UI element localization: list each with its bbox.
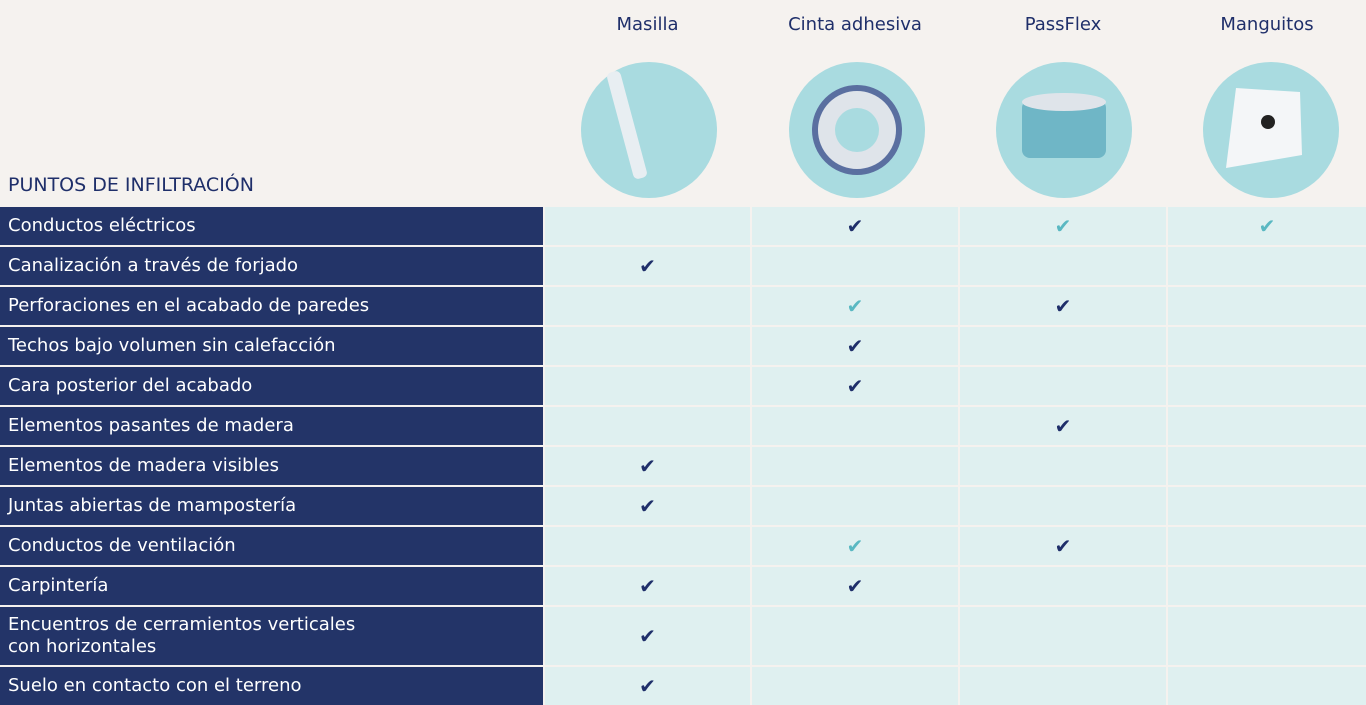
cell: [1168, 327, 1366, 365]
column-header: Cinta adhesiva: [788, 14, 922, 35]
cell: ✔: [545, 247, 750, 285]
cell: ✔: [960, 527, 1166, 565]
check-mark: ✔: [846, 334, 864, 358]
cell: [960, 367, 1166, 405]
check-mark: ✔: [846, 574, 864, 598]
row-label: Encuentros de cerramientos verticales co…: [0, 607, 543, 665]
cell: ✔: [1168, 207, 1366, 245]
cell: ✔: [752, 327, 958, 365]
cell: [545, 207, 750, 245]
column-header: Masilla: [616, 14, 679, 35]
check-mark: ✔: [1054, 534, 1072, 558]
check-mark: ✔: [639, 454, 656, 478]
check-mark: ✔: [1258, 214, 1276, 238]
section-title: PUNTOS DE INFILTRACIÓN: [8, 174, 254, 196]
cell: [960, 567, 1166, 605]
row-label: Canalización a través de forjado: [0, 247, 543, 285]
cell: ✔: [545, 447, 750, 485]
check-mark: ✔: [639, 254, 656, 278]
row-label: Elementos pasantes de madera: [0, 407, 543, 445]
cell: ✔: [960, 287, 1166, 325]
cell: [960, 487, 1166, 525]
cell: ✔: [752, 367, 958, 405]
cell: [960, 667, 1166, 705]
cell: ✔: [752, 287, 958, 325]
cinta-image: [789, 62, 925, 198]
check-mark: ✔: [1054, 414, 1072, 438]
column-header: PassFlex: [1024, 14, 1102, 35]
check-mark: ✔: [639, 674, 656, 698]
cell: [1168, 607, 1366, 665]
cell: [752, 447, 958, 485]
check-mark: ✔: [1054, 214, 1072, 238]
cell: [1168, 247, 1366, 285]
cell: [1168, 487, 1366, 525]
cell: [545, 407, 750, 445]
cell: [1168, 567, 1366, 605]
cell: [752, 607, 958, 665]
cell: [752, 247, 958, 285]
check-mark: ✔: [846, 214, 864, 238]
cell: [1168, 447, 1366, 485]
check-mark: ✔: [639, 494, 656, 518]
cell: ✔: [752, 207, 958, 245]
cell: [1168, 527, 1366, 565]
column-header: Manguitos: [1220, 14, 1314, 35]
check-mark: ✔: [639, 574, 656, 598]
masilla-image: [581, 62, 717, 198]
cell: [752, 487, 958, 525]
cell: [1168, 667, 1366, 705]
row-label: Techos bajo volumen sin calefacción: [0, 327, 543, 365]
cell: [1168, 287, 1366, 325]
cell: ✔: [545, 487, 750, 525]
cell: [960, 447, 1166, 485]
check-mark: ✔: [846, 294, 864, 318]
cell: [545, 327, 750, 365]
cell: ✔: [545, 607, 750, 665]
check-mark: ✔: [846, 374, 864, 398]
check-mark: ✔: [846, 534, 864, 558]
manguitos-image: [1203, 62, 1339, 198]
product-images: [581, 62, 1339, 198]
row-label: Cara posterior del acabado: [0, 367, 543, 405]
cell: [545, 527, 750, 565]
cell: ✔: [960, 407, 1166, 445]
cell: [1168, 367, 1366, 405]
passflex-image: [996, 62, 1132, 198]
row-label: Perforaciones en el acabado de paredes: [0, 287, 543, 325]
cell: [545, 367, 750, 405]
check-mark: ✔: [1054, 294, 1072, 318]
cell: [752, 667, 958, 705]
cell: ✔: [752, 567, 958, 605]
cell: [752, 407, 958, 445]
row-label: Suelo en contacto con el terreno: [0, 667, 543, 705]
cell: [960, 327, 1166, 365]
cell: ✔: [545, 567, 750, 605]
cell: ✔: [545, 667, 750, 705]
cell: ✔: [752, 527, 958, 565]
cell: [960, 247, 1166, 285]
row-label: Juntas abiertas de mampostería: [0, 487, 543, 525]
cell: [545, 287, 750, 325]
cell: [1168, 407, 1366, 445]
cell: ✔: [960, 207, 1166, 245]
row-label: Elementos de madera visibles: [0, 447, 543, 485]
check-mark: ✔: [639, 624, 656, 648]
row-label: Conductos eléctricos: [0, 207, 543, 245]
row-label: Conductos de ventilación: [0, 527, 543, 565]
cell: [960, 607, 1166, 665]
row-label: Carpintería: [0, 567, 543, 605]
